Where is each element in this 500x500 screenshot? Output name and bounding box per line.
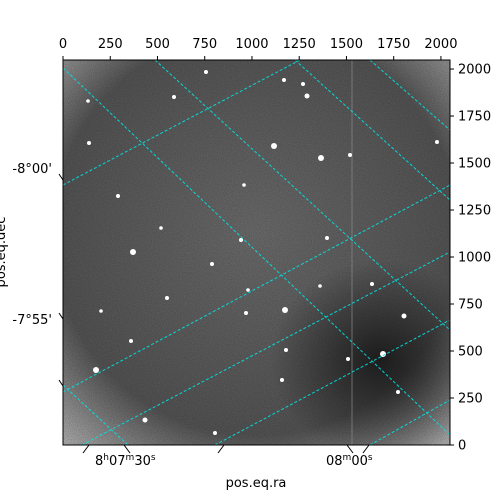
- ra-tick-label-part: 07: [109, 454, 126, 469]
- star: [271, 143, 277, 149]
- star: [213, 431, 217, 435]
- y-axis-label: pos.eq.dec: [0, 217, 9, 288]
- star: [301, 82, 305, 86]
- right-tick-label: 1250: [458, 204, 491, 219]
- grid-line: [214, 319, 450, 445]
- left-tick-mark: [58, 312, 64, 320]
- star: [99, 309, 103, 313]
- top-pixel-axis: 0 250 500 750 1000 1250 1500 1750 2000: [59, 37, 457, 60]
- star: [130, 249, 136, 255]
- bottom-tick-mark: [82, 444, 90, 454]
- star: [210, 262, 214, 266]
- top-tick-label: 1750: [377, 37, 410, 52]
- ra-tick-label: 08m00s: [326, 453, 373, 469]
- star: [346, 357, 350, 361]
- dec-tick-label: -8°00': [12, 162, 52, 177]
- ra-tick-label-part: h: [103, 453, 109, 463]
- right-tick-label: 1500: [458, 157, 491, 172]
- star: [242, 183, 246, 187]
- bottom-ra-axis: 8h07m30s 08m00s: [82, 444, 373, 469]
- grid-line: [63, 67, 450, 436]
- ra-tick-label: 8h07m30s: [95, 453, 156, 469]
- bottom-tick-mark: [123, 444, 131, 454]
- star: [348, 153, 352, 157]
- top-tick-label: 1250: [283, 37, 316, 52]
- ra-tick-label-part: s: [368, 453, 373, 463]
- plot-area: [63, 60, 450, 445]
- star: [401, 313, 407, 319]
- star: [246, 288, 250, 292]
- star: [304, 93, 310, 99]
- star: [435, 140, 439, 144]
- star: [129, 339, 133, 343]
- top-tick-label: 1500: [330, 37, 363, 52]
- star: [86, 99, 90, 103]
- ra-tick-label-part: m: [126, 453, 135, 463]
- star: [142, 417, 148, 423]
- star: [284, 348, 288, 352]
- star: [280, 378, 284, 382]
- dec-tick-label: -7°55': [12, 313, 52, 328]
- star: [87, 141, 91, 145]
- right-tick-label: 1000: [458, 251, 491, 266]
- grid-line: [369, 60, 450, 131]
- grid-line: [81, 251, 450, 445]
- star: [380, 351, 386, 357]
- star: [325, 236, 329, 240]
- star: [244, 311, 248, 315]
- right-tick-label: 500: [458, 345, 483, 360]
- left-dec-axis: -8°00' -7°55': [12, 162, 64, 387]
- top-tick-label: 250: [98, 37, 123, 52]
- top-tick-label: 0: [59, 37, 67, 52]
- right-tick-label: 250: [458, 392, 483, 407]
- star: [396, 390, 400, 394]
- star: [204, 70, 208, 74]
- ra-tick-label-part: 00: [351, 454, 368, 469]
- left-tick-mark: [58, 173, 64, 181]
- stars-layer: [86, 70, 439, 435]
- top-tick-label: 500: [145, 37, 170, 52]
- top-tick-label: 750: [192, 37, 217, 52]
- image-noise: [63, 60, 450, 445]
- right-tick-label: 2000: [458, 63, 491, 78]
- right-tick-label: 0: [458, 439, 466, 454]
- right-tick-label: 750: [458, 298, 483, 313]
- star: [93, 367, 99, 373]
- plot-frame: [62, 59, 451, 446]
- star: [282, 78, 286, 82]
- star: [159, 226, 163, 230]
- ra-tick-label-part: m: [343, 453, 352, 463]
- top-tick-label: 1000: [235, 37, 268, 52]
- star: [165, 296, 169, 300]
- left-tick-mark: [58, 379, 64, 387]
- ra-tick-label-part: 8: [95, 454, 103, 469]
- star: [172, 95, 176, 99]
- ra-tick-label-part: 08: [326, 454, 343, 469]
- star: [370, 282, 374, 286]
- bottom-tick-mark: [217, 444, 225, 454]
- star: [318, 155, 324, 161]
- right-pixel-axis: 0 250 500 750 1000 1250 1500 1750 2000: [450, 63, 491, 454]
- grid-line: [154, 60, 450, 331]
- top-tick-label: 2000: [424, 37, 457, 52]
- coordinate-grid: [63, 60, 450, 445]
- star: [318, 284, 322, 288]
- grid-line: [369, 399, 450, 445]
- bottom-tick-mark: [362, 444, 370, 454]
- star: [282, 307, 288, 313]
- grid-line: [63, 184, 450, 393]
- right-tick-label: 1750: [458, 110, 491, 125]
- bottom-tick-mark: [346, 444, 354, 454]
- ra-tick-label-part: s: [151, 453, 156, 463]
- x-axis-label: pos.eq.ra: [226, 476, 287, 491]
- star: [116, 194, 120, 198]
- ra-tick-label-part: 30: [134, 454, 151, 469]
- star: [239, 238, 243, 242]
